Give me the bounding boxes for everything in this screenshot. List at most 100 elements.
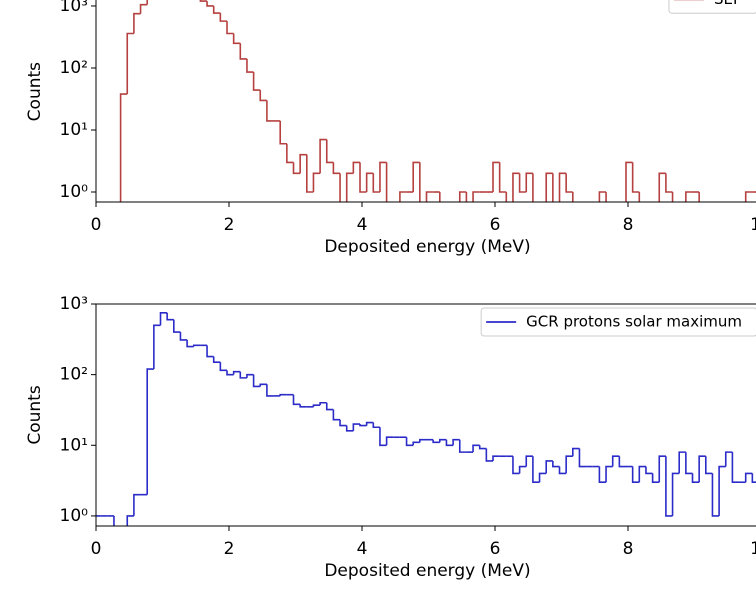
histogram-step	[432, 439, 440, 444]
legend-label: SEP	[714, 0, 742, 8]
histogram-step	[658, 172, 666, 202]
histogram-step	[512, 172, 520, 202]
histogram-step	[359, 162, 367, 193]
histogram-step	[166, 312, 174, 321]
histogram-step	[685, 452, 693, 475]
x-tick-label: 6	[490, 539, 501, 559]
histogram-step	[525, 172, 533, 193]
histogram-step	[279, 120, 287, 145]
x-tick-label: 2	[224, 539, 235, 559]
y-tick-label: 10¹	[60, 435, 88, 455]
histogram-step	[505, 192, 508, 202]
histogram-step	[186, 339, 194, 348]
histogram-step	[598, 191, 607, 202]
histogram-step	[385, 436, 394, 446]
histogram-step	[678, 451, 686, 474]
histogram-step	[153, 324, 161, 370]
histogram-step	[625, 161, 633, 202]
histogram-step	[246, 58, 254, 73]
histogram-step	[578, 448, 587, 468]
histogram-step	[565, 455, 573, 474]
histogram-step	[332, 162, 341, 175]
histogram-step	[372, 422, 380, 429]
histogram-step	[671, 192, 674, 202]
histogram-step	[299, 153, 307, 174]
histogram-step	[665, 173, 673, 193]
histogram-step	[744, 191, 753, 202]
histogram-step	[345, 172, 354, 202]
histogram-step	[146, 368, 154, 495]
histogram-step	[485, 448, 494, 462]
histogram-step	[399, 191, 407, 202]
histogram-step	[545, 460, 553, 474]
histogram-step	[212, 356, 221, 364]
y-axis-label: Counts	[25, 385, 45, 444]
histogram-step	[711, 473, 720, 517]
histogram-step	[319, 401, 327, 406]
x-tick-label: 4	[357, 539, 368, 559]
histogram-step	[651, 473, 660, 484]
histogram-step	[465, 192, 468, 202]
legend: SEP	[668, 0, 756, 14]
histogram-step	[292, 162, 301, 175]
histogram-step	[232, 370, 241, 375]
histogram-step	[724, 451, 733, 467]
legend-box	[668, 0, 756, 14]
histogram-step	[665, 456, 673, 517]
histogram-step	[179, 332, 188, 341]
histogram-step	[192, 344, 201, 347]
histogram-step	[705, 456, 713, 475]
histogram-step	[518, 173, 527, 193]
histogram-step	[412, 161, 420, 193]
histogram-step	[352, 161, 361, 174]
histogram-step	[139, 3, 148, 14]
histogram-step	[532, 456, 540, 484]
legend-label: GCR protons solar maximum	[526, 313, 742, 331]
x-tick-label: 10	[750, 215, 756, 235]
histogram-step	[279, 393, 287, 396]
x-tick-label: 0	[91, 215, 102, 235]
histogram-step	[472, 191, 480, 202]
histogram-step	[731, 452, 740, 484]
legend-box	[480, 307, 756, 337]
histogram-step	[232, 33, 241, 45]
histogram-step	[96, 515, 101, 517]
histogram-step	[325, 402, 334, 411]
histogram-step	[532, 173, 534, 202]
histogram-step	[146, 0, 149, 5]
x-axis-label: Deposited energy (MeV)	[324, 237, 530, 257]
histogram-step	[552, 460, 560, 468]
x-axis-label: Deposited energy (MeV)	[324, 561, 530, 581]
y-tick-label: 10²	[60, 365, 88, 385]
histogram-step	[405, 437, 414, 447]
x-tick-label: 2	[224, 215, 235, 235]
histogram-step	[425, 191, 434, 202]
histogram-step	[219, 362, 228, 372]
histogram-step	[458, 439, 467, 453]
y-axis-label: Counts	[25, 62, 45, 121]
x-tick-label: 6	[490, 215, 501, 235]
histogram-step	[226, 370, 234, 376]
histogram	[96, 312, 756, 526]
histogram-step	[685, 191, 693, 202]
y-tick-label: 10³	[60, 294, 88, 314]
histogram-step	[266, 100, 274, 122]
histogram-step	[126, 32, 134, 95]
histogram-step	[545, 172, 553, 202]
histogram	[119, 0, 756, 202]
histogram-step	[339, 419, 347, 427]
y-tick-label: 10¹	[60, 120, 88, 140]
histogram-step	[472, 444, 480, 453]
histogram-step	[611, 455, 620, 467]
histogram-step	[219, 13, 228, 22]
histogram-step	[133, 493, 141, 516]
histogram-step	[638, 192, 641, 202]
histogram-step	[345, 425, 354, 432]
y-tick-label: 10⁰	[60, 506, 89, 526]
histogram-step	[159, 312, 168, 326]
histogram-step	[458, 191, 467, 202]
histogram-step	[572, 192, 574, 202]
histogram-step	[419, 162, 421, 202]
histogram-step	[266, 384, 274, 397]
